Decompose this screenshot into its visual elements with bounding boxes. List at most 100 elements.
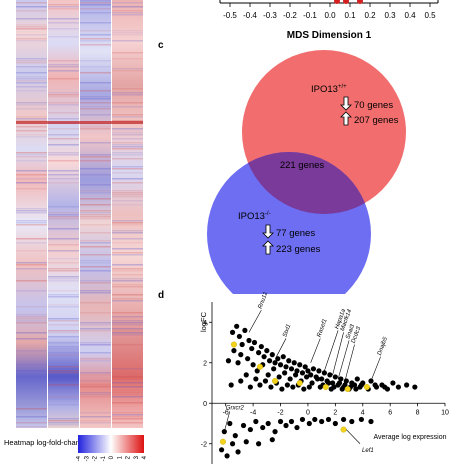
heatmap-row — [80, 156, 111, 158]
gene-label-leader — [224, 411, 231, 432]
heatmap-row — [80, 30, 111, 32]
heatmap-row — [16, 182, 47, 184]
heatmap-row — [112, 204, 143, 206]
heatmap-row — [112, 192, 143, 194]
heatmap-row — [16, 118, 47, 120]
heatmap-row — [48, 378, 79, 380]
heatmap-row — [112, 148, 143, 150]
heatmap-row — [112, 248, 143, 250]
heatmap-row — [80, 270, 111, 272]
heatmap-row — [80, 292, 111, 294]
scatter-point — [319, 418, 325, 425]
scatter-point-highlight — [296, 379, 303, 386]
heatmap-row — [16, 426, 47, 428]
scatter-point — [243, 372, 249, 378]
heatmap-row — [16, 38, 47, 40]
heatmap-row — [48, 258, 79, 260]
heatmap-row — [16, 212, 47, 214]
heatmap-row — [112, 418, 143, 420]
heatmap-row — [112, 230, 143, 232]
heatmap-row — [112, 390, 143, 392]
heatmap-row — [112, 10, 143, 12]
heatmap-row — [80, 262, 111, 264]
heatmap-row — [80, 372, 111, 374]
heatmap-row — [112, 200, 143, 202]
heatmap-row — [112, 268, 143, 270]
heatmap-row — [48, 262, 79, 264]
scatter-point — [306, 384, 312, 390]
heatmap-row — [80, 168, 111, 170]
scatter-point — [321, 370, 327, 376]
heatmap-row — [80, 38, 111, 40]
heatmap-row — [48, 6, 79, 8]
heatmap-legend-tick: 2 — [126, 455, 132, 459]
heatmap-row — [80, 114, 111, 116]
gene-label: Stxl1 — [282, 324, 292, 339]
venn-set-a-name-base: IPO13 — [311, 84, 338, 95]
scatter-point — [269, 352, 275, 358]
heatmap-row — [80, 232, 111, 234]
scatter-point — [358, 416, 364, 423]
heatmap-row — [112, 52, 143, 54]
heatmap-row — [80, 386, 111, 388]
heatmap-row — [112, 402, 143, 404]
gene-label: Snai3 — [345, 323, 356, 340]
heatmap-row — [112, 58, 143, 60]
venn-set-a-name-sup: +/+ — [338, 84, 347, 90]
scatter-x-tick-label: -2 — [277, 409, 283, 416]
heatmap-row — [16, 170, 47, 172]
heatmap-row — [112, 34, 143, 36]
heatmap-row — [80, 2, 111, 4]
heatmap-row — [16, 24, 47, 26]
scatter-point — [238, 378, 244, 384]
heatmap-row — [80, 392, 111, 394]
scatter-point — [372, 382, 378, 388]
scatter-point — [246, 337, 252, 344]
heatmap-row — [80, 60, 111, 62]
heatmap-row — [80, 358, 111, 360]
heatmap-row — [48, 96, 79, 98]
scatter-point — [251, 339, 258, 346]
heatmap-row — [16, 78, 47, 80]
scatter-point — [256, 441, 262, 447]
heatmap-row — [112, 70, 143, 72]
venn-set-a-down: 70 genes — [354, 100, 393, 111]
mds-axis-ticks: -0.5 -0.4 -0.3 -0.2 -0.1 0.0 0.1 0.2 0.3 0.4 0.5 — [223, 3, 436, 20]
scatter-points — [218, 323, 418, 459]
scatter-point — [351, 382, 358, 388]
heatmap-row — [48, 296, 79, 298]
scatter-point — [283, 422, 289, 429]
gene-label-leader — [276, 338, 287, 357]
heatmap-row — [112, 194, 143, 196]
heatmap-row — [80, 324, 111, 326]
heatmap-row — [80, 82, 111, 84]
heatmap-row — [80, 44, 111, 46]
heatmap-row — [16, 416, 47, 418]
heatmap-row — [112, 312, 143, 314]
heatmap-row — [80, 380, 111, 382]
heatmap-row — [48, 276, 79, 278]
heatmap-row — [48, 102, 79, 104]
scatter-point — [310, 366, 317, 372]
scatter-point — [349, 418, 355, 425]
heatmap-legend: -4 -3 -2 -1 0 1 2 3 4 — [76, 435, 148, 461]
heatmap-row — [48, 304, 79, 306]
heatmap-row — [112, 40, 143, 42]
heatmap-row — [80, 260, 111, 262]
heatmap-legend-tick: 1 — [117, 455, 123, 459]
heatmap-row — [48, 212, 79, 214]
heatmap-row — [16, 280, 47, 282]
heatmap-row — [112, 386, 143, 388]
heatmap-row — [16, 306, 47, 308]
heatmap-column-2 — [48, 0, 79, 428]
gene-label: Rasef1 — [317, 318, 329, 338]
heatmap-row — [112, 280, 143, 282]
heatmap-row — [112, 30, 143, 32]
heatmap-row-stripes — [16, 0, 143, 428]
heatmap-row — [16, 156, 47, 158]
scatter-y-tick-label: 2 — [203, 360, 207, 367]
mds-point — [343, 0, 349, 4]
heatmap-row — [112, 130, 143, 132]
heatmap-row — [112, 152, 143, 154]
scatter-point — [327, 372, 333, 378]
